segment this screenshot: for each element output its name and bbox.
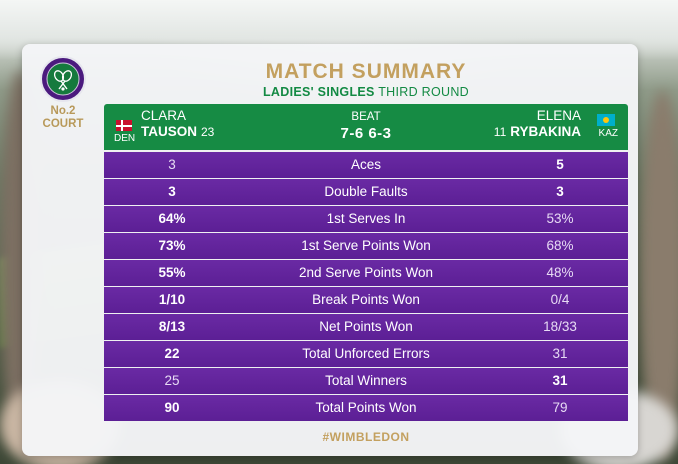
right-value: 31 [552,373,568,388]
match-header: DEN CLARA TAUSON 23 BEAT 7-6 6-3 ELENA 11… [104,104,628,150]
stat-label: Total Winners [325,373,407,388]
left-country-code: DEN [114,133,136,144]
left-value: 22 [164,346,180,361]
stat-label: Total Points Won [315,400,417,415]
right-first-name: ELENA [536,108,581,123]
left-value: 8/13 [158,319,186,334]
round-name: THIRD ROUND [374,85,469,99]
stat-label: Net Points Won [319,319,413,334]
denmark-flag-icon [116,120,132,131]
stat-row: 25 Total Winners 31 [104,368,628,394]
left-value: 73% [158,238,186,253]
right-value: 68% [546,238,574,253]
stat-row: 8/13 Net Points Won 18/33 [104,314,628,340]
court-word: COURT [42,118,84,130]
kazakhstan-flag-icon [597,114,615,126]
left-first-name: CLARA [141,108,187,123]
stat-label: Aces [350,157,381,172]
stat-label: Break Points Won [312,292,420,307]
page-title: MATCH SUMMARY [265,60,467,83]
right-value: 53% [546,211,574,226]
stat-row: 3 Aces 5 [104,152,628,178]
stat-row: 3 Double Faults 3 [104,179,628,205]
right-value: 31 [552,346,568,361]
left-value: 25 [164,373,180,388]
right-value: 5 [556,157,564,172]
left-surname: TAUSON [141,124,197,139]
stat-row: 22 Total Unforced Errors 31 [104,341,628,367]
left-value: 1/10 [158,292,186,307]
left-value: 64% [158,211,186,226]
stat-row: 1/10 Break Points Won 0/4 [104,287,628,313]
event-name: LADIES' SINGLES [263,85,375,99]
left-value: 55% [158,265,186,280]
left-value: 90 [164,400,180,415]
stat-label: Total Unforced Errors [302,346,430,361]
result-label: BEAT [351,111,381,123]
right-value: 79 [552,400,568,415]
left-value: 3 [168,157,176,172]
right-value: 0/4 [550,292,570,307]
stat-row: 55% 2nd Serve Points Won 48% [104,260,628,286]
stats-table: 3 Aces 5 3 Double Faults 3 64% 1st Serves In 5… [104,152,628,422]
event-subtitle: LADIES' SINGLES THIRD ROUND [104,85,628,99]
right-value: 18/33 [543,319,577,334]
crossed-rackets-icon [46,62,80,96]
court-number: No.2 [50,105,76,117]
stat-label: 1st Serve Points Won [301,238,431,253]
stat-label: 1st Serves In [326,211,406,226]
stat-label: Double Faults [324,184,408,199]
right-country-code: KAZ [598,128,618,139]
court-label: No.2 COURT [30,105,96,131]
left-seed: 23 [201,125,215,139]
right-seed: 11 [493,125,507,139]
right-value: 48% [546,265,574,280]
stat-row: 90 Total Points Won 79 [104,395,628,421]
hashtag-label: #WIMBLEDON [322,430,410,444]
stat-label: 2nd Serve Points Won [298,265,434,280]
wimbledon-logo [40,56,86,102]
right-surname: RYBAKINA [510,124,581,139]
right-value: 3 [556,184,564,199]
match-score: 7-6 6-3 [340,125,392,142]
left-last-name: TAUSON 23 [141,124,214,139]
stat-row: 73% 1st Serve Points Won 68% [104,233,628,259]
right-last-name: 11 RYBAKINA [494,124,581,139]
stat-row: 64% 1st Serves In 53% [104,206,628,232]
left-value: 3 [168,184,176,199]
